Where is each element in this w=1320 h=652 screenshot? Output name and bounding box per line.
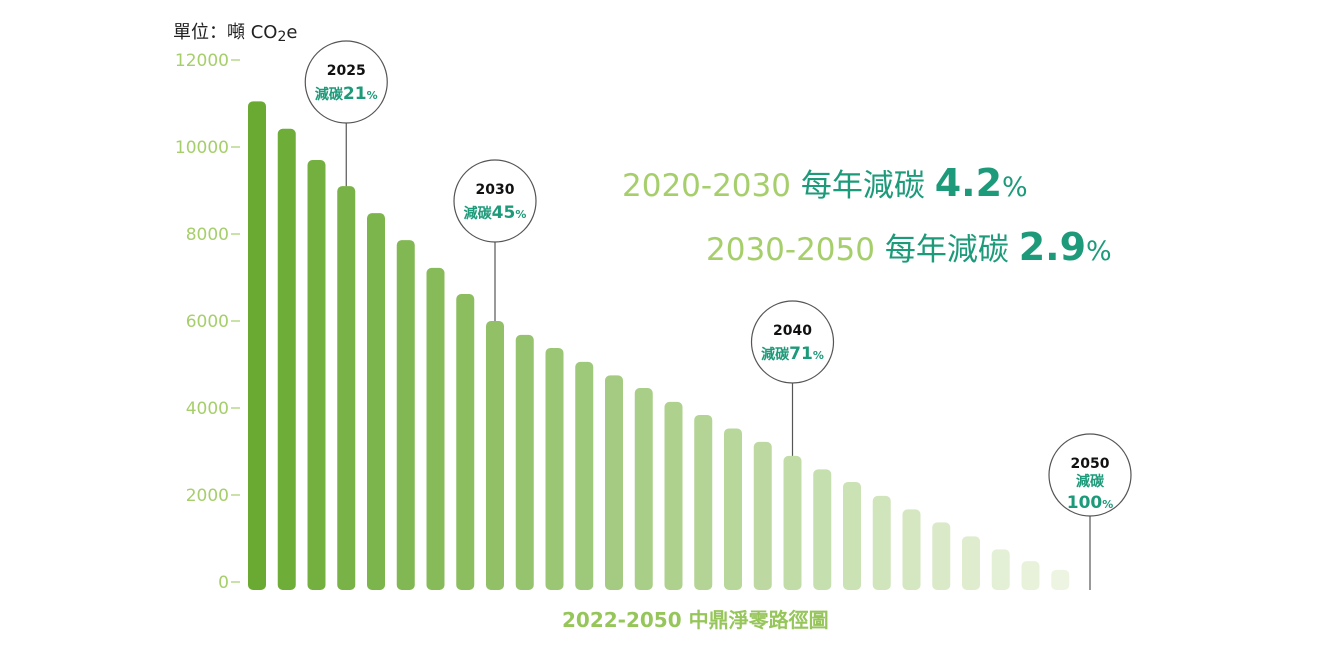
y-tick-label: 2000 (186, 486, 229, 506)
bar (932, 522, 951, 590)
bar (694, 414, 713, 590)
bar (872, 495, 891, 590)
bar (664, 401, 683, 590)
bar (367, 213, 385, 590)
callout-value: 減碳71% (761, 344, 824, 364)
bar (962, 536, 980, 590)
y-tick-label: 6000 (186, 312, 229, 332)
bar (426, 267, 445, 590)
y-tick-label: 4000 (186, 399, 229, 419)
callout-value: 減碳45% (464, 203, 527, 223)
y-tick-label: 8000 (186, 225, 229, 245)
bar (902, 509, 921, 590)
callout-year: 2040 (773, 323, 812, 339)
bar (486, 321, 504, 590)
callout-label: 減碳 (1076, 473, 1105, 490)
bar (605, 375, 623, 590)
bar (337, 186, 356, 590)
bar (1021, 561, 1040, 590)
bar (813, 469, 832, 590)
headline-unit: % (1086, 236, 1112, 267)
headline-value: 4.2 (934, 161, 1003, 205)
bar (396, 240, 415, 590)
callout-circle (453, 159, 537, 243)
bar (575, 361, 594, 590)
y-tick-label: 0 (218, 573, 229, 593)
unit-label: 單位：噸 CO2e (173, 22, 298, 45)
callout-circle (750, 300, 835, 384)
callout-year: 2030 (476, 182, 515, 198)
headline-unit: % (1002, 172, 1028, 203)
bar (634, 387, 653, 590)
callout-value: 減碳21% (315, 84, 378, 104)
bar (753, 441, 772, 590)
bar (843, 481, 861, 590)
y-tick-label: 12000 (175, 51, 229, 71)
bar (724, 428, 742, 590)
bar-chart: 12000 10000 8000 6000 4000 2000 0 2025 減碳21% 2030… (175, 40, 1132, 593)
callout-value: 100% (1067, 493, 1114, 513)
headline-period: 2020-2030 (622, 168, 791, 204)
headline-2020-2030: 2020-2030 每年減碳 4.2% (622, 160, 1028, 205)
headline-text: 每年減碳 (884, 232, 1009, 268)
bar (1051, 569, 1070, 590)
chart-subtitle: 2022-2050 中鼎淨零路徑圖 (562, 608, 829, 632)
bar (991, 549, 1010, 590)
headline-2030-2050: 2030-2050 每年減碳 2.9% (706, 224, 1112, 269)
callout-year: 2050 (1071, 456, 1110, 472)
headline-period: 2030-2050 (706, 232, 875, 268)
callout-year: 2025 (327, 63, 366, 79)
y-tick-label: 10000 (175, 138, 229, 158)
callout-circle (1048, 433, 1132, 517)
bar (456, 294, 475, 590)
headline-text: 每年減碳 (800, 168, 925, 204)
bar (248, 101, 266, 590)
headline-value: 2.9 (1018, 225, 1087, 269)
bar (515, 334, 534, 590)
bar (545, 347, 564, 590)
bar (783, 455, 802, 590)
callout-circle (304, 40, 388, 124)
bar (277, 128, 296, 591)
bar (307, 160, 326, 591)
